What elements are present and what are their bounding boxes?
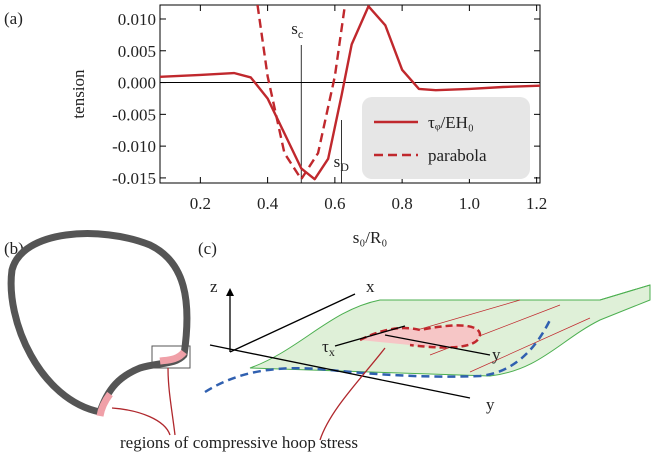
- y-tick-label: 0.010: [118, 10, 156, 29]
- diagram-b: [7, 230, 191, 436]
- ruling: [469, 317, 591, 373]
- marker-base: s: [334, 152, 341, 171]
- compressive-region: [96, 391, 113, 417]
- zoom-box: [151, 345, 191, 369]
- profile-curve: [204, 319, 552, 394]
- arrowhead: [226, 288, 234, 296]
- series-line: [256, 5, 347, 181]
- y-tick-label: 0.000: [118, 74, 156, 93]
- x-axis-label: s₀/R₀: [353, 228, 388, 247]
- axis-tau: [334, 325, 406, 347]
- axis-label: x: [366, 277, 375, 296]
- y-tick-label: -0.010: [112, 137, 156, 156]
- axis-y: [209, 344, 471, 399]
- marker-label: sc: [291, 19, 303, 41]
- panel-label: (a): [4, 9, 23, 28]
- series-group: [160, 5, 540, 181]
- arrow: [167, 367, 176, 436]
- axis-x: [229, 293, 356, 353]
- x-tick-label: 0.8: [391, 194, 412, 213]
- diagram-c: [204, 284, 651, 441]
- tau-base: τ: [322, 337, 329, 356]
- x-tick-label: 1.0: [459, 194, 480, 213]
- shell-outline: [7, 230, 191, 416]
- arrow: [319, 347, 386, 441]
- x-tick-label: 0.6: [324, 194, 345, 213]
- tau-label: τx: [322, 337, 335, 359]
- axis-label: y: [486, 395, 495, 414]
- tau-sub: x: [329, 345, 335, 359]
- x-tick-label: 0.2: [190, 194, 211, 213]
- y-tick-label: -0.015: [112, 169, 156, 188]
- legend-label: τᵩ/EH₀: [428, 113, 474, 132]
- legend-label: parabola: [428, 146, 487, 165]
- x-tick-label: 0.4: [257, 194, 279, 213]
- plot-frame: [159, 4, 541, 184]
- panel-label: (c): [198, 239, 217, 258]
- compressive-region: [159, 349, 187, 365]
- caption: regions of compressive hoop stress: [120, 433, 358, 452]
- x-tick-label: 1.2: [526, 194, 547, 213]
- legend-box: [362, 97, 530, 179]
- axis-y-local: [384, 334, 491, 356]
- marker-sub: c: [298, 27, 303, 41]
- y-tick-label: 0.005: [118, 42, 156, 61]
- sheet-edge: [380, 284, 651, 301]
- y-tick-label: -0.005: [112, 105, 156, 124]
- series-line: [160, 5, 540, 181]
- marker-sub: D: [340, 160, 349, 174]
- y-axis-label: tension: [69, 69, 88, 119]
- arrow: [111, 407, 171, 436]
- marker-base: s: [291, 19, 298, 38]
- marker-label: sD: [334, 152, 350, 174]
- axis-label: y: [492, 345, 501, 364]
- axis-label: z: [210, 277, 218, 296]
